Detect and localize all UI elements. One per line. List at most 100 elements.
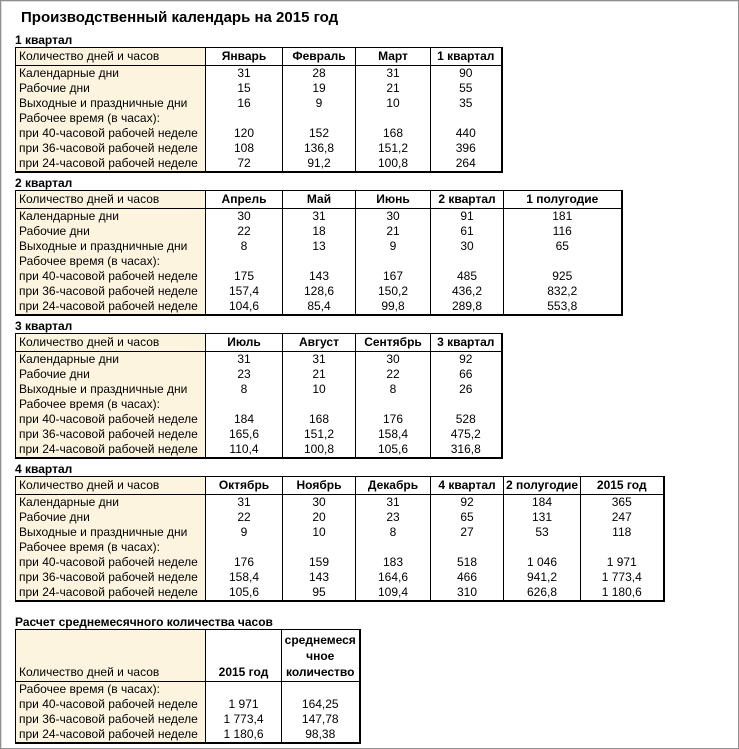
column-header-cell: 2 полугодие [503,476,581,495]
value-cell: 30 [355,208,431,224]
value-cell: 184 [503,494,581,510]
column-header-cell: 2015 год [205,629,282,682]
value-cell: 13 [282,239,356,254]
table-row: при 24-часовой рабочей неделе 104,6 85,4 99… [15,299,622,315]
table-row: Календарные дни 31 28 31 90 [15,65,502,81]
row-label-header-cell: Количество дней и часов [15,629,206,682]
value-cell: 116 [503,224,622,239]
value-cell [282,111,356,126]
value-cell: 289,8 [430,299,504,315]
value-cell: 1 773,4 [580,570,664,585]
value-cell: 164,6 [355,570,431,585]
value-cell: 1 180,6 [205,727,282,743]
header-row: Количество дней и часов 2015 год среднемес… [15,629,360,682]
value-cell: 92 [430,351,502,367]
value-cell: 475,2 [430,427,502,442]
value-cell: 466 [430,570,504,585]
value-cell: 98,38 [281,727,360,743]
column-header-cell: Май [282,190,356,209]
column-header-cell: Октябрь [205,476,283,495]
value-cell: 151,2 [282,427,356,442]
value-cell [430,540,504,555]
value-cell: 310 [430,585,504,601]
row-label-cell: Календарные дни [15,208,206,224]
value-cell: 1 971 [580,555,664,570]
row-label-header-cell: Количество дней и часов [15,333,206,352]
table-row: Календарные дни 30 31 30 91 181 [15,208,622,224]
value-cell: 164,25 [281,697,360,712]
table-row: при 40-часовой рабочей неделе 175 143 167 48… [15,269,622,284]
value-cell [430,111,502,126]
table-row: при 36-часовой рабочей неделе 165,6 151,2 1… [15,427,502,442]
value-cell: 10 [282,525,356,540]
value-cell: 91,2 [282,156,356,172]
value-cell: 100,8 [355,156,431,172]
row-label-cell: при 24-часовой рабочей неделе [15,442,206,458]
row-label-cell: Рабочее время (в часах): [15,681,206,697]
row-label-cell: Выходные и праздничные дни [15,382,206,397]
value-cell [205,681,282,697]
value-cell: 8 [205,382,283,397]
value-cell: 65 [430,510,504,525]
quarter-2-table: Количество дней и часов Апрель Май Июнь 2 кв… [15,190,623,316]
value-cell: 131 [503,510,581,525]
value-cell: 175 [205,269,283,284]
table-row: при 24-часовой рабочей неделе 110,4 100,8 1… [15,442,502,458]
row-label-cell: Рабочие дни [15,510,206,525]
value-cell: 184 [205,412,283,427]
value-cell: 21 [282,367,356,382]
value-cell: 183 [355,555,431,570]
value-cell: 9 [205,525,283,540]
value-cell: 22 [205,510,283,525]
row-label-cell: Рабочие дни [15,81,206,96]
section-title-5: Расчет среднемесячного количества часов [15,615,273,629]
quarter-3-table: Количество дней и часов Июль Август Сентябр… [15,333,503,459]
table-row: Рабочее время (в часах): [15,254,622,269]
value-cell: 31 [355,65,431,81]
value-cell: 10 [355,96,431,111]
value-cell [205,254,283,269]
value-cell: 176 [355,412,431,427]
value-cell: 55 [430,81,502,96]
column-header-cell: Август [282,333,356,352]
table-row: Рабочее время (в часах): [15,681,360,697]
value-cell [205,397,283,412]
value-cell: 1 046 [503,555,581,570]
header-row: Количество дней и часов Апрель Май Июнь 2 кв… [15,190,622,209]
row-label-cell: при 40-часовой рабочей неделе [15,412,206,427]
value-cell: 8 [205,239,283,254]
table-row: Рабочие дни 22 20 23 65 131 247 [15,510,664,525]
table-row: Выходные и праздничные дни 16 9 10 35 [15,96,502,111]
value-cell: 31 [282,208,356,224]
table-row: Календарные дни 31 31 30 92 [15,351,502,367]
value-cell: 100,8 [282,442,356,458]
table-row: при 24-часовой рабочей неделе 105,6 95 109,… [15,585,664,601]
value-cell [205,540,283,555]
value-cell: 26 [430,382,502,397]
column-header-cell: 2 квартал [430,190,504,209]
value-cell: 158,4 [205,570,283,585]
column-header-cell: 4 квартал [430,476,504,495]
section-title-3: 3 квартал [15,319,73,333]
value-cell [282,540,356,555]
value-cell: 22 [205,224,283,239]
table-row: Рабочее время (в часах): [15,397,502,412]
value-cell: 165,6 [205,427,283,442]
row-label-cell: при 40-часовой рабочей неделе [15,269,206,284]
value-cell: 23 [205,367,283,382]
table-row: при 36-часовой рабочей неделе 157,4 128,6 1… [15,284,622,299]
column-header-cell: Июнь [355,190,431,209]
value-cell: 440 [430,126,502,141]
value-cell: 528 [430,412,502,427]
column-header-cell: 1 полугодие [503,190,622,209]
value-cell: 30 [430,239,504,254]
table-row: при 36-часовой рабочей неделе 1 773,4 147,… [15,712,360,727]
value-cell: 10 [282,382,356,397]
value-cell: 485 [430,269,504,284]
table-row: при 24-часовой рабочей неделе 1 180,6 98,3… [15,727,360,743]
table-row: при 36-часовой рабочей неделе 108 136,8 151… [15,141,502,156]
value-cell: 28 [282,65,356,81]
value-cell: 105,6 [205,585,283,601]
value-cell: 264 [430,156,502,172]
column-header-cell: Сентябрь [355,333,431,352]
